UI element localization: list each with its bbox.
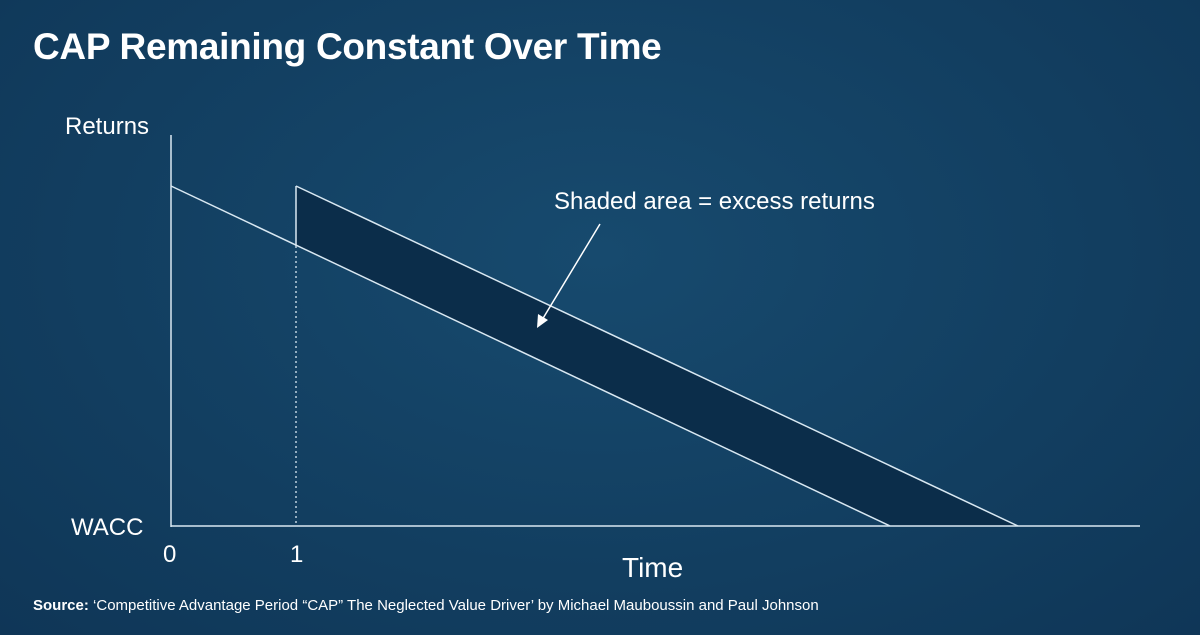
- base-returns-line: [170, 185, 891, 527]
- source-label: Source:: [33, 597, 89, 614]
- wacc-label: WACC: [71, 514, 143, 541]
- shifted-returns-line: [295, 185, 1019, 527]
- page-title: CAP Remaining Constant Over Time: [33, 26, 662, 67]
- source-note: Source: ‘Competitive Advantage Period “C…: [33, 597, 819, 614]
- source-text: ‘Competitive Advantage Period “CAP” The …: [93, 597, 819, 614]
- x-tick-0: 0: [163, 541, 176, 568]
- y-axis-label: Returns: [65, 113, 149, 140]
- annotation-arrowhead: [537, 314, 548, 328]
- x-axis-label: Time: [622, 552, 683, 583]
- x-tick-1: 1: [290, 541, 303, 568]
- annotation-text: Shaded area = excess returns: [554, 188, 875, 215]
- annotation-arrow: [541, 223, 601, 321]
